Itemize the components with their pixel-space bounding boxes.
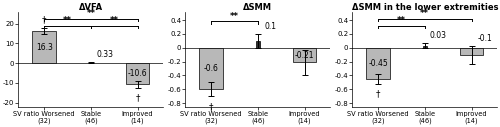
Text: -10.6: -10.6 <box>128 69 148 78</box>
Text: **: ** <box>397 16 406 25</box>
Bar <box>89 62 92 63</box>
Text: †: † <box>209 102 214 111</box>
Text: 0.1: 0.1 <box>265 22 277 31</box>
Bar <box>293 48 316 62</box>
Bar <box>256 41 260 48</box>
Text: **: ** <box>230 12 239 21</box>
Text: †: † <box>136 93 140 102</box>
Title: ΔSMM: ΔSMM <box>244 3 272 12</box>
Bar <box>366 48 390 79</box>
Text: 0.03: 0.03 <box>430 31 446 40</box>
Text: **: ** <box>63 16 72 25</box>
Title: ΔVFA: ΔVFA <box>79 3 103 12</box>
Bar <box>32 31 56 63</box>
Text: **: ** <box>110 16 118 25</box>
Text: -0.6: -0.6 <box>204 64 218 73</box>
Title: ΔSMM in the lower extremities: ΔSMM in the lower extremities <box>352 3 498 12</box>
Text: †: † <box>376 89 380 98</box>
Text: -0.45: -0.45 <box>368 59 388 68</box>
Bar <box>460 48 483 55</box>
Text: 16.3: 16.3 <box>36 43 52 52</box>
Text: †: † <box>42 15 46 24</box>
Text: -0.21: -0.21 <box>295 51 314 60</box>
Bar <box>200 48 223 89</box>
Bar <box>126 63 150 84</box>
Text: -0.1: -0.1 <box>477 34 492 43</box>
Text: **: ** <box>86 10 96 19</box>
Text: **: ** <box>420 10 430 19</box>
Bar <box>423 46 426 48</box>
Text: 0.33: 0.33 <box>96 50 114 59</box>
